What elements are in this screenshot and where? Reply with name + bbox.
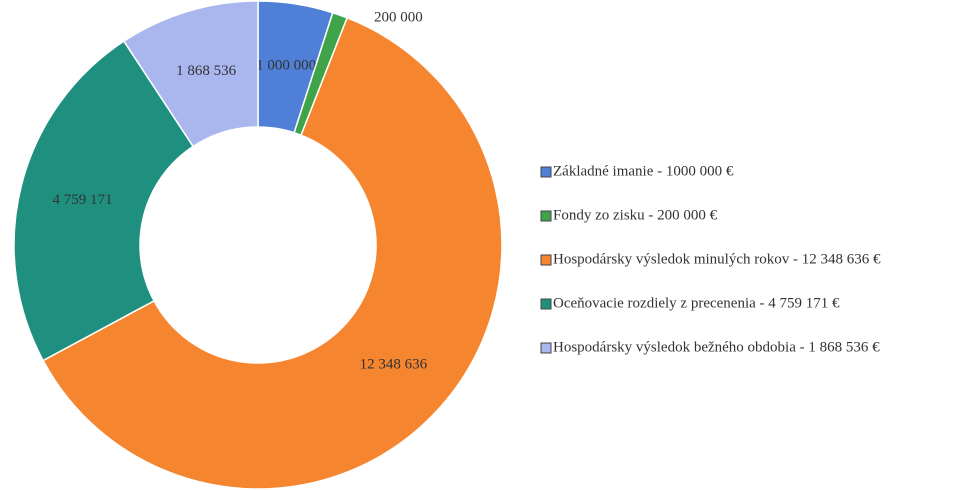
data-label: 1 000 000	[256, 58, 316, 74]
data-label: 200 000	[374, 9, 423, 25]
data-label: 4 759 171	[53, 192, 113, 208]
legend-swatch	[540, 210, 552, 222]
donut-slice	[122, 0, 259, 148]
data-label: 12 348 636	[360, 357, 428, 373]
legend-swatch	[540, 298, 552, 310]
legend-label: Hospodársky výsledok bežného obdobia - 1…	[553, 339, 880, 355]
legend-label: Fondy zo zisku - 200 000 €	[553, 207, 718, 223]
legend-swatch	[540, 166, 552, 178]
legend-label: Základné imanie - 1000 000 €	[553, 163, 734, 179]
data-label: 1 868 536	[176, 63, 237, 79]
legend-swatch	[540, 254, 552, 266]
legend-label: Hospodársky výsledok minulých rokov - 12…	[553, 251, 881, 267]
legend-label: Oceňovacie rozdiely z precenenia - 4 759…	[553, 295, 840, 311]
legend-swatch	[540, 342, 552, 354]
donut-slice	[13, 40, 195, 362]
donut-slice	[42, 16, 503, 490]
